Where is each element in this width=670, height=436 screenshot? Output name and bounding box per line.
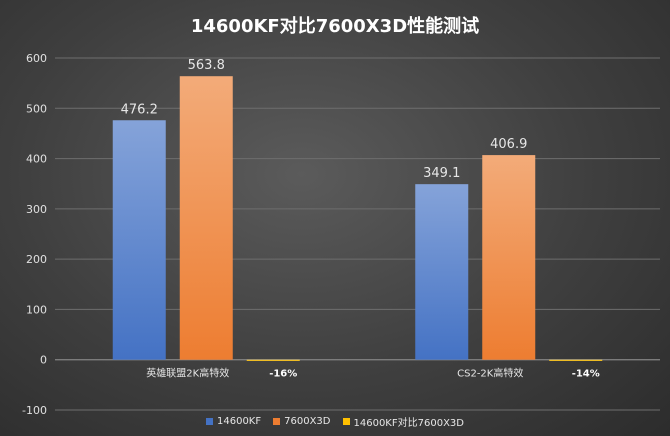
bar-14600kf-7600x3d-1	[549, 359, 603, 361]
y-tick-label: -100	[22, 404, 47, 417]
legend-swatch	[206, 418, 213, 425]
y-tick-label: 500	[26, 102, 47, 115]
data-label: -14%	[572, 369, 600, 380]
legend-swatch	[273, 418, 281, 425]
bar-14600kf-0	[112, 120, 166, 360]
data-label: 406.9	[490, 137, 527, 152]
data-label: 349.1	[423, 166, 460, 181]
bar-7600x3d-1	[482, 155, 536, 360]
legend-item: 14600KF对比7600X3D	[342, 414, 464, 429]
data-label: 563.8	[188, 58, 225, 73]
legend-label: 7600X3D	[284, 416, 331, 427]
data-label: -16%	[269, 369, 297, 380]
data-label: 476.2	[121, 102, 158, 117]
legend-item: 7600X3D	[273, 416, 331, 427]
legend-label: 14600KF对比7600X3D	[353, 418, 464, 429]
chart-title: 14600KF对比7600X3D性能测试	[190, 16, 480, 37]
chart-legend: 14600KF 7600X3D 14600KF对比7600X3D	[0, 414, 670, 429]
y-tick-label: 200	[26, 253, 47, 266]
y-tick-label: 100	[26, 303, 47, 316]
y-tick-label: 300	[26, 203, 47, 216]
y-tick-label: 400	[26, 153, 47, 166]
category-label: 英雄联盟2K高特效	[146, 367, 229, 380]
bar-7600x3d-0	[179, 76, 233, 360]
bar-14600kf-1	[415, 184, 469, 360]
y-tick-label: 600	[26, 52, 47, 65]
legend-item: 14600KF	[206, 416, 261, 427]
y-tick-label: 0	[40, 354, 47, 367]
bar-14600kf-7600x3d-0	[246, 359, 300, 361]
category-label: CS2-2K高特效	[457, 367, 523, 380]
legend-swatch	[342, 418, 350, 425]
legend-label: 14600KF	[217, 416, 262, 427]
